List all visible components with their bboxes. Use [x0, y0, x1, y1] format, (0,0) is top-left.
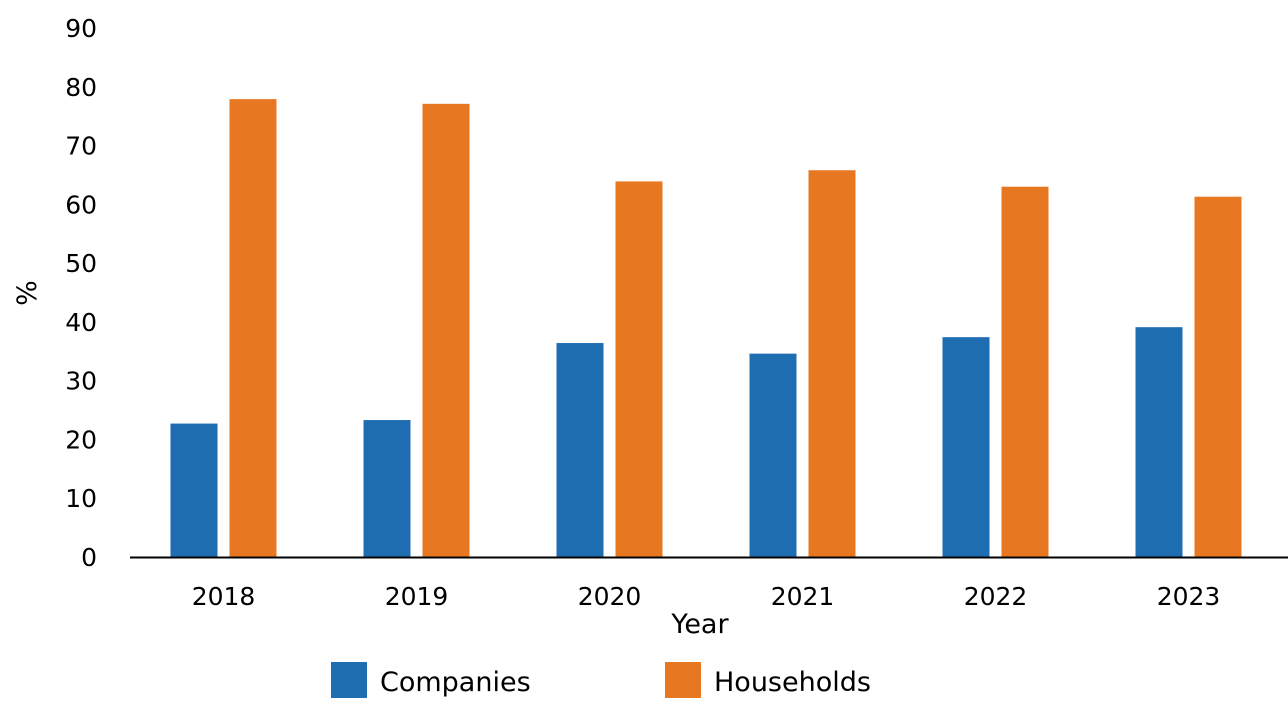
x-tick-label: 2020 — [578, 582, 642, 611]
x-tick-label: 2023 — [1157, 582, 1221, 611]
y-axis-title: % — [12, 280, 43, 306]
legend-swatch-households — [665, 662, 701, 698]
bar-companies-2018 — [170, 423, 218, 557]
bar-households-2020 — [615, 181, 663, 557]
bar-households-2023 — [1194, 196, 1242, 558]
x-tick-label: 2021 — [771, 582, 835, 611]
y-tick-label: 20 — [65, 425, 97, 454]
x-axis-title: Year — [670, 609, 729, 640]
y-tick-label: 50 — [65, 249, 97, 278]
y-axis-ticks: 0 10 20 30 40 50 60 70 80 90 — [65, 14, 97, 572]
x-tick-label: 2022 — [964, 582, 1028, 611]
bar-households-2019 — [422, 103, 470, 557]
bar-companies-2020 — [556, 343, 604, 557]
y-tick-label: 10 — [65, 484, 97, 513]
bar-companies-2023 — [1135, 327, 1183, 557]
bar-households-2022 — [1001, 186, 1049, 557]
bar-households-2018 — [229, 99, 277, 558]
bars — [170, 99, 1242, 558]
legend-label-companies: Companies — [380, 667, 531, 698]
x-axis-ticks: 2018 2019 2020 2021 2022 2023 — [192, 582, 1221, 611]
y-tick-label: 0 — [81, 543, 97, 572]
legend-label-households: Households — [714, 667, 871, 698]
bar-companies-2021 — [749, 353, 797, 557]
bar-companies-2019 — [363, 420, 411, 557]
x-tick-label: 2018 — [192, 582, 256, 611]
y-tick-label: 30 — [65, 367, 97, 396]
y-tick-label: 80 — [65, 73, 97, 102]
legend-swatch-companies — [331, 662, 367, 698]
y-tick-label: 70 — [65, 132, 97, 161]
y-tick-label: 60 — [65, 190, 97, 219]
legend: Companies Households — [331, 662, 871, 698]
y-tick-label: 40 — [65, 308, 97, 337]
bar-companies-2022 — [942, 337, 990, 557]
bar-households-2021 — [808, 170, 856, 557]
x-tick-label: 2019 — [385, 582, 449, 611]
y-tick-label: 90 — [65, 14, 97, 43]
